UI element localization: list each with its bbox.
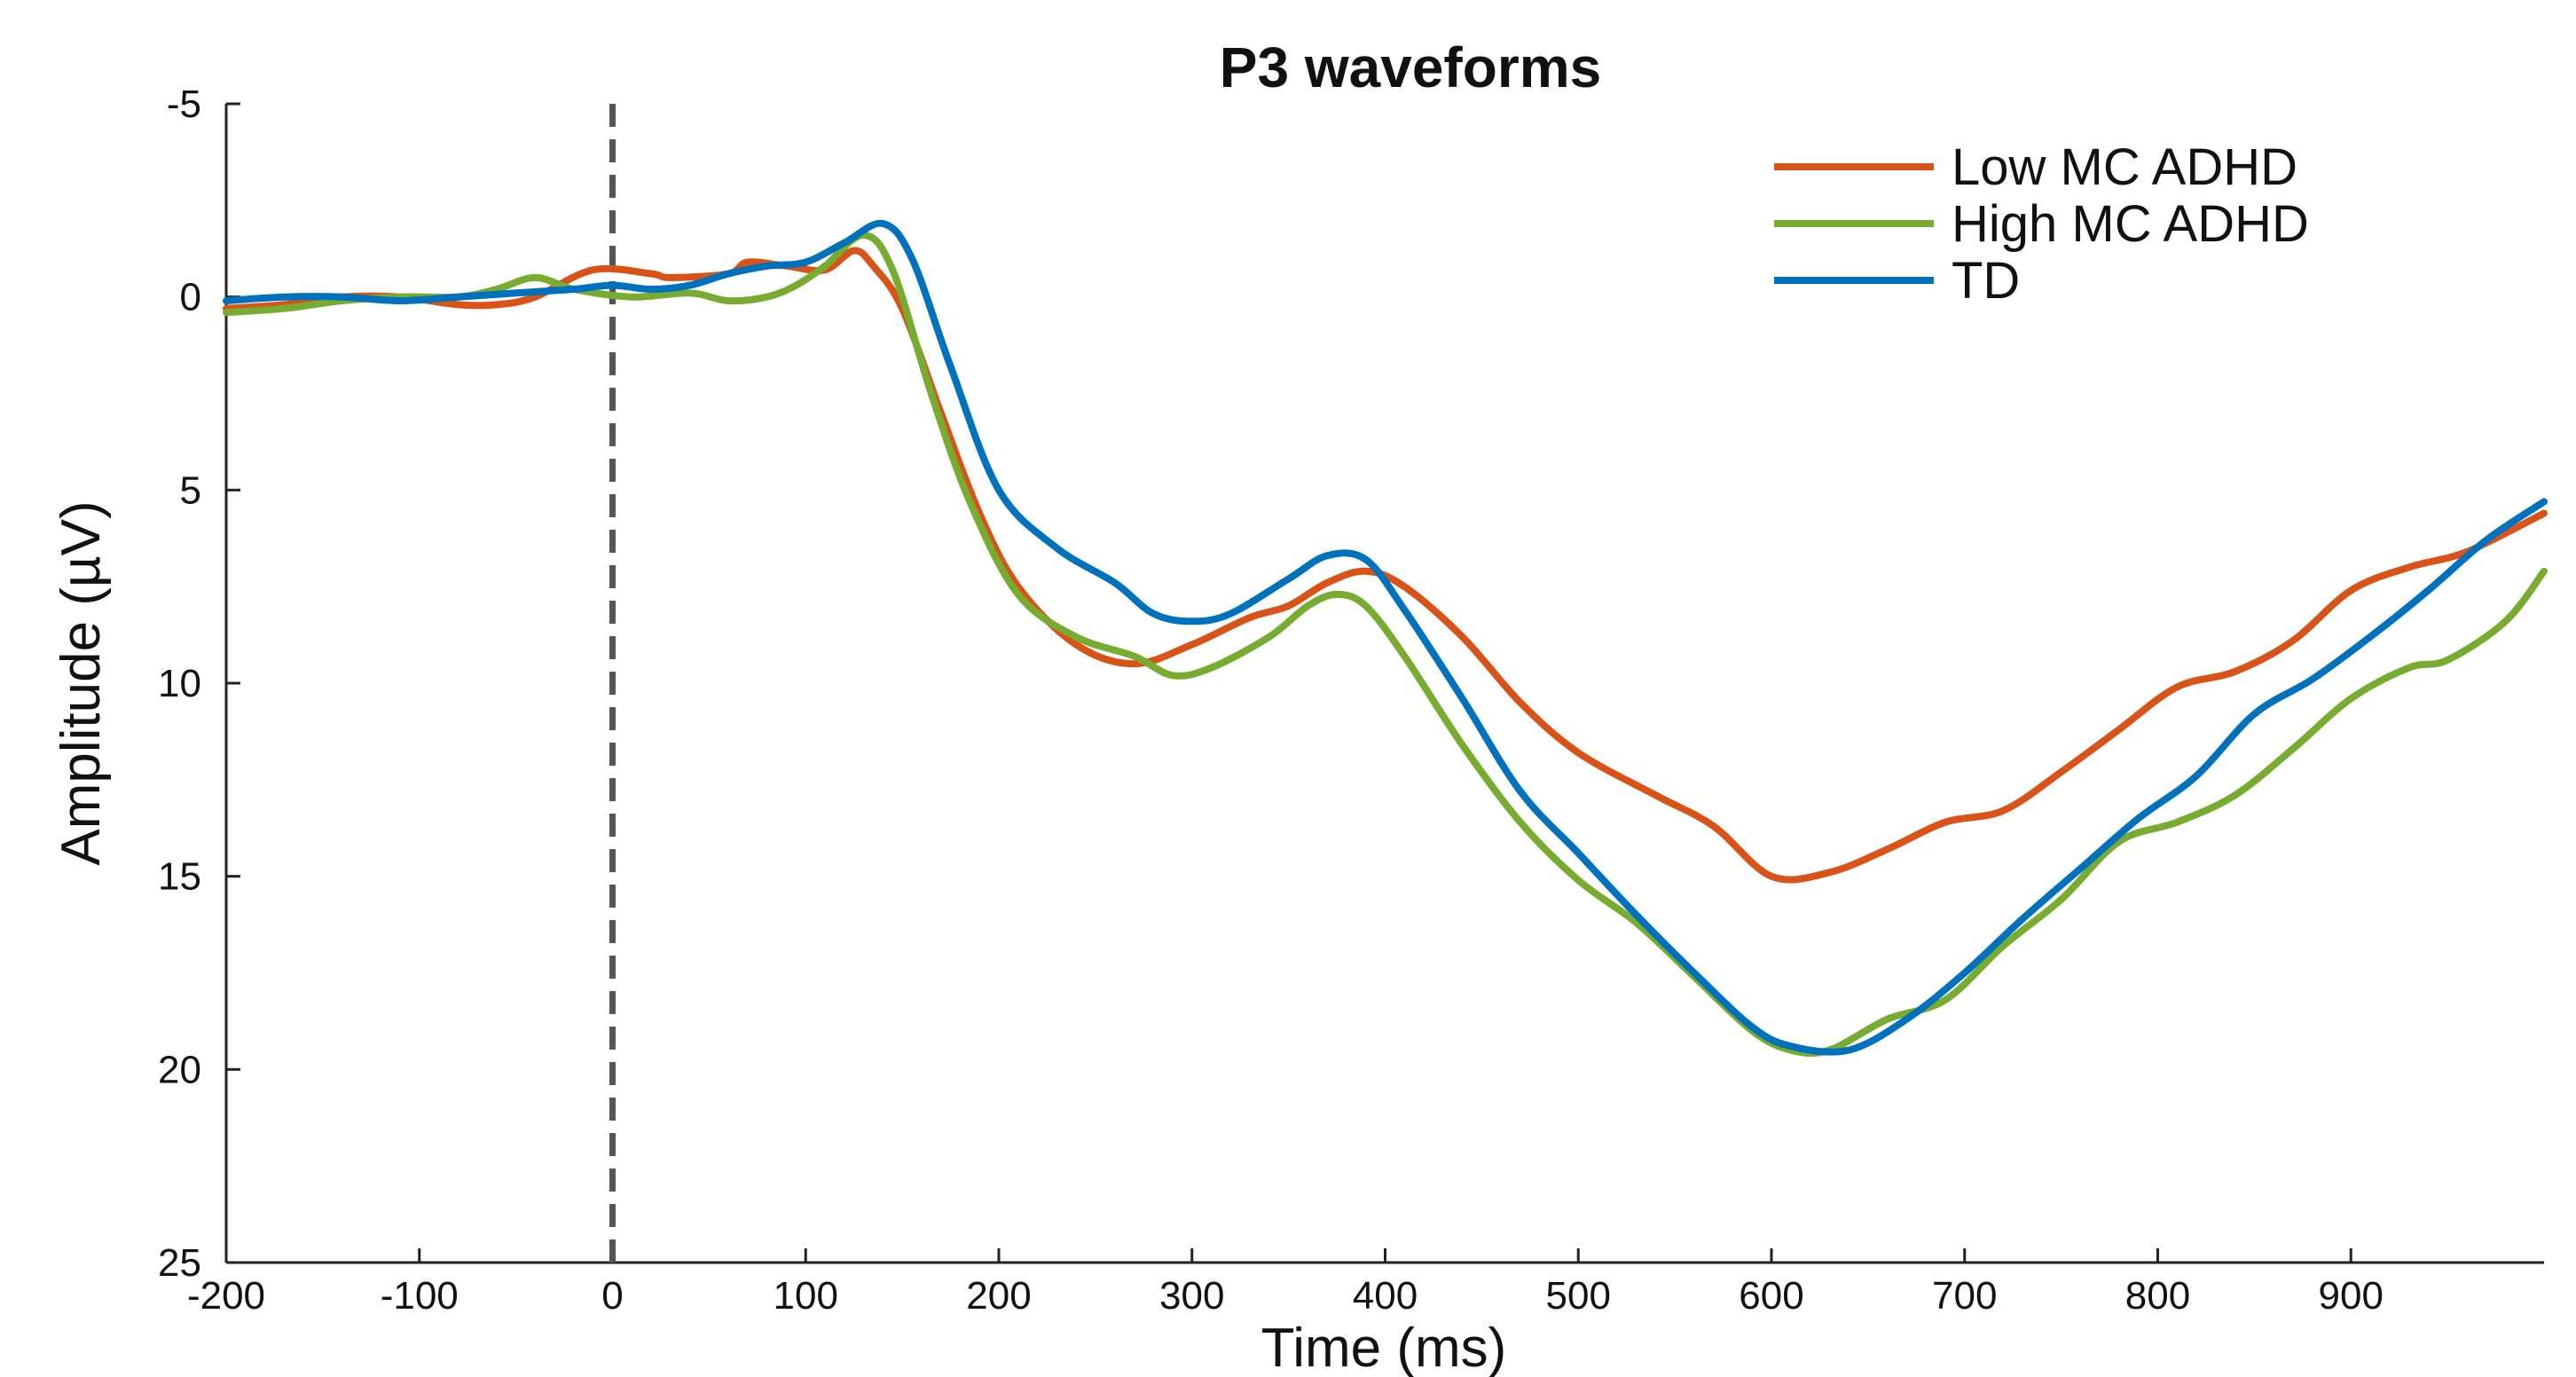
x-tick-label: 0 (601, 1274, 623, 1318)
waveform-series (223, 219, 2548, 1058)
y-axis-title: Amplitude (µV) (51, 500, 112, 865)
axis-ticks: -200 -100 0 100 200 300 400 500 600 700 800 900 -5 0 5… (158, 83, 2384, 1318)
series-line-td (223, 219, 2548, 1056)
x-tick-label: 200 (966, 1274, 1031, 1318)
y-tick-label: 0 (180, 276, 201, 319)
y-tick-label: 10 (158, 662, 201, 705)
x-tick-label: 100 (774, 1274, 838, 1318)
x-tick-label: 500 (1546, 1274, 1611, 1318)
x-tick-label: 800 (2125, 1274, 2190, 1318)
legend-label-high-mc-adhd: High MC ADHD (1952, 195, 2309, 253)
y-tick-label: 15 (158, 855, 201, 899)
x-tick-label: 900 (2319, 1274, 2384, 1318)
x-tick-label: 700 (1932, 1274, 1997, 1318)
y-tick-label: 5 (180, 468, 201, 512)
legend-label-low-mc-adhd: Low MC ADHD (1952, 138, 2297, 196)
x-tick-label: -200 (187, 1274, 265, 1318)
y-tick-label: -5 (167, 83, 201, 126)
series-line-high-mc-adhd (223, 232, 2548, 1058)
x-tick-label: 300 (1159, 1274, 1224, 1318)
x-axis-title: Time (ms) (1261, 1318, 1507, 1377)
chart-title: P3 waveforms (1220, 35, 1601, 99)
x-tick-label: -100 (381, 1274, 459, 1318)
x-tick-label: 600 (1739, 1274, 1803, 1318)
legend-label-td: TD (1952, 252, 2020, 310)
series-line-low-mc-adhd (223, 247, 2548, 884)
y-tick-label: 25 (158, 1241, 201, 1285)
x-tick-label: 400 (1353, 1274, 1418, 1318)
y-tick-label: 20 (158, 1048, 201, 1091)
